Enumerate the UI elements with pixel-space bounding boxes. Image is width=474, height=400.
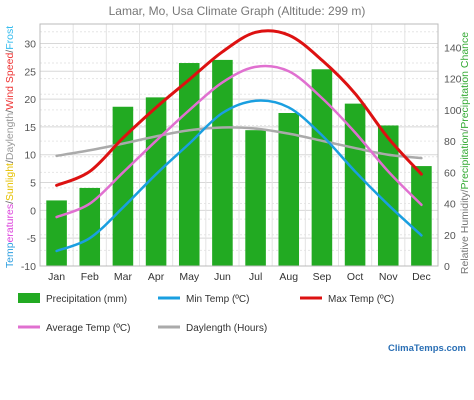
brand-watermark: ClimaTemps.com xyxy=(388,343,466,354)
plot-frame xyxy=(39,23,439,267)
legend-label: Min Temp (ºC) xyxy=(186,294,249,305)
left-axis-label-part: Frost xyxy=(4,26,16,50)
right-tick-label: 120 xyxy=(444,74,462,86)
precipitation-bar xyxy=(344,103,366,266)
daylength-temp-line xyxy=(55,126,423,160)
min-temp-line xyxy=(55,99,423,253)
right-tick-label: 100 xyxy=(444,105,462,117)
precipitation-bar xyxy=(178,63,200,266)
left-axis-label-part: Sunlight xyxy=(4,163,16,201)
axes: -10 -5 0 5 10 15 20 25 30 0 20 40 60 80 100 120 140 Jan Fe… xyxy=(4,23,471,283)
legend-label: Max Temp (ºC) xyxy=(328,294,394,305)
average-temp-line xyxy=(55,64,423,219)
right-axis-label-part: / xyxy=(459,129,471,132)
legend-label: Average Temp (ºC) xyxy=(46,323,130,334)
line-series xyxy=(55,29,423,253)
right-axis-label-part: Precipitation Chance xyxy=(459,32,471,129)
left-tick-label: -10 xyxy=(21,261,36,273)
precipitation-bar xyxy=(212,59,233,267)
left-tick-label: 25 xyxy=(24,66,36,78)
left-tick-label: 0 xyxy=(30,205,36,217)
left-tick-label: 30 xyxy=(24,38,36,50)
month-label: Jun xyxy=(214,271,231,283)
left-axis-label: Temperatures/Sunlight/Daylength/Wind Spe… xyxy=(4,26,16,268)
month-label: Sep xyxy=(313,271,332,283)
precipitation-bar xyxy=(145,97,167,266)
month-label: Jan xyxy=(48,271,65,283)
precipitation-bar xyxy=(311,69,333,266)
right-tick-label: 0 xyxy=(444,261,450,273)
legend-label: Daylength (Hours) xyxy=(186,323,267,334)
right-tick-label: 40 xyxy=(444,199,456,211)
left-tick-label: -5 xyxy=(27,233,36,245)
left-axis-label-part: / xyxy=(4,50,16,53)
legend-swatch xyxy=(18,293,40,303)
precipitation-bar xyxy=(377,125,399,266)
right-tick-label: 20 xyxy=(444,230,456,242)
month-label: Apr xyxy=(148,271,165,283)
precipitation-bars xyxy=(46,59,432,267)
left-axis-label-part: Temp xyxy=(4,242,16,268)
max-temp-line xyxy=(55,29,423,187)
month-label: Jul xyxy=(249,271,262,283)
precipitation-bar xyxy=(411,166,432,266)
left-axis-label-part: eratures xyxy=(4,204,16,243)
right-tick-label: 80 xyxy=(444,136,456,148)
legend-label: Precipitation (mm) xyxy=(46,294,127,305)
right-tick-label: 60 xyxy=(444,167,456,179)
right-axis-label-part: Precipitation xyxy=(459,132,471,190)
chart-title: Lamar, Mo, Usa Climate Graph (Altitude: … xyxy=(109,4,366,18)
month-label: Aug xyxy=(279,271,298,283)
left-tick-label: 20 xyxy=(24,94,36,106)
left-tick-label: 15 xyxy=(24,122,36,134)
precipitation-bar xyxy=(112,106,134,267)
left-axis-label-part: Daylength xyxy=(4,113,16,160)
left-axis-label-part: Wind Speed xyxy=(4,53,16,110)
precipitation-bar xyxy=(278,112,300,266)
month-label: Oct xyxy=(347,271,363,283)
left-axis-label-part: / xyxy=(4,110,16,113)
month-label: Nov xyxy=(379,271,398,283)
left-tick-label: 5 xyxy=(30,178,36,190)
precipitation-bar xyxy=(46,200,67,266)
month-label: Dec xyxy=(412,271,431,283)
left-axis-label-part: / xyxy=(4,160,16,163)
month-label: Feb xyxy=(81,271,99,283)
left-tick-label: 10 xyxy=(24,150,36,162)
month-label: Mar xyxy=(114,271,133,283)
precipitation-bar xyxy=(245,130,266,266)
right-axis-label-part: Relative Humidity xyxy=(459,192,471,274)
month-label: May xyxy=(179,271,200,283)
right-axis-label-part: / xyxy=(459,189,471,192)
legend: Precipitation (mm) Min Temp (ºC) Max Temp … xyxy=(18,293,394,334)
right-tick-label: 140 xyxy=(444,42,462,54)
left-axis-label-part: / xyxy=(4,201,16,204)
right-axis-label: Relative Humidity/Precipitation/Precipit… xyxy=(459,32,471,274)
